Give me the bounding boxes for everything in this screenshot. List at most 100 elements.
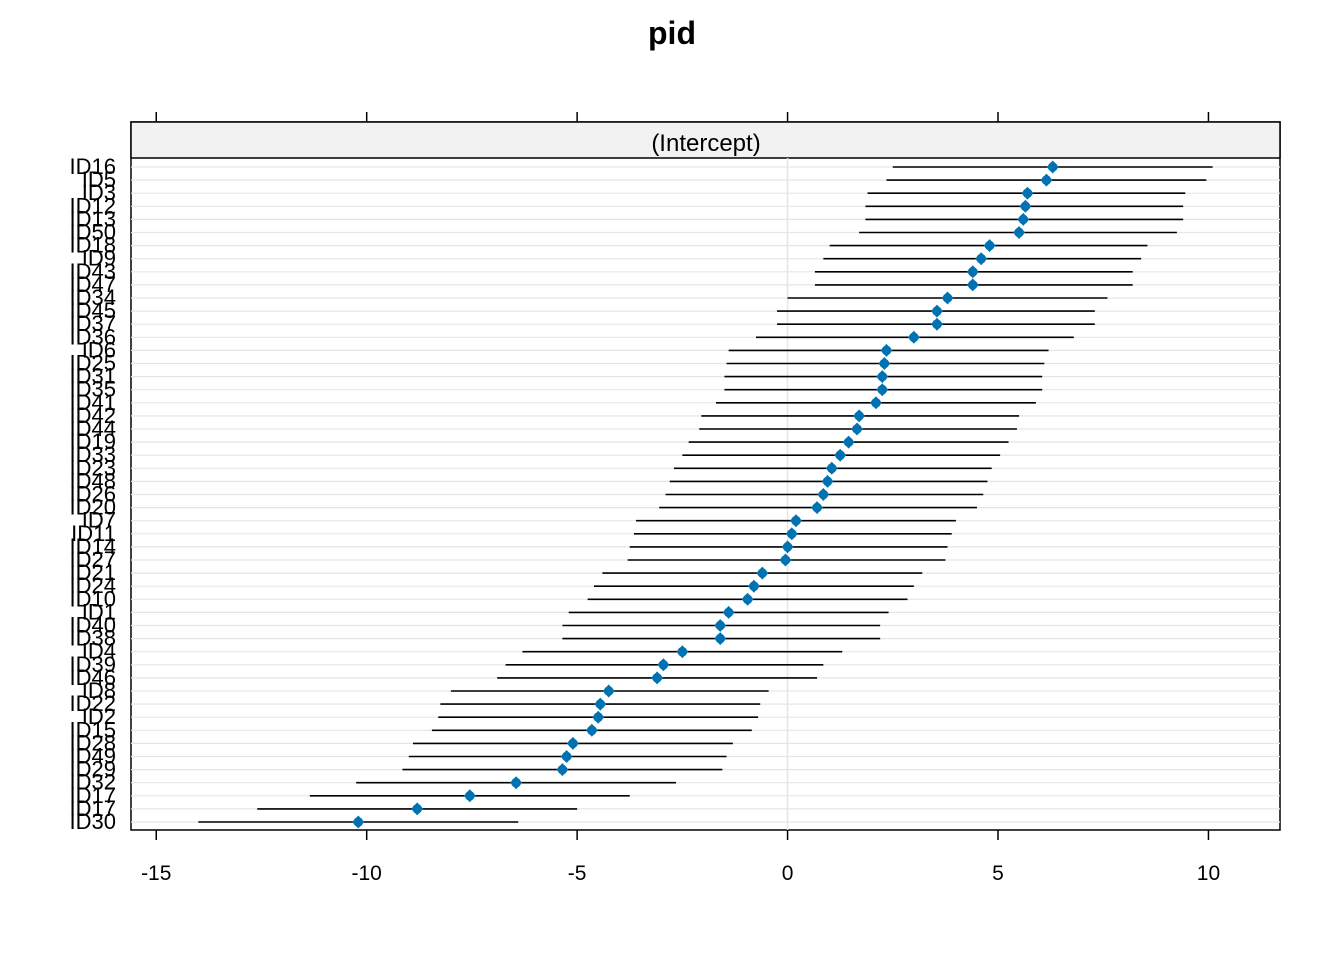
y-tick-label: ID47 bbox=[70, 272, 116, 297]
y-tick-label: ID7 bbox=[82, 508, 116, 533]
y-tick-label: ID39 bbox=[70, 652, 116, 677]
y-tick-label: ID38 bbox=[70, 626, 116, 651]
point-core-id3 bbox=[1022, 188, 1033, 198]
point-core-id34 bbox=[942, 293, 953, 303]
point-core-id49 bbox=[561, 751, 572, 762]
y-tick-label: ID18 bbox=[70, 233, 116, 258]
point-core-id7 bbox=[791, 515, 801, 526]
y-tick-label: ID46 bbox=[70, 665, 116, 690]
point-core-id2 bbox=[593, 712, 603, 722]
point-core-id12 bbox=[1020, 201, 1031, 212]
point-core-id35 bbox=[877, 384, 888, 395]
point-core-id40 bbox=[715, 620, 726, 631]
x-axis: -15 -10 -5 0 5 10 bbox=[141, 112, 1220, 885]
point-core-id43 bbox=[967, 267, 978, 277]
point-core-id10 bbox=[742, 594, 753, 605]
point-core-id47 bbox=[967, 280, 978, 290]
y-tick-label: ID17 bbox=[70, 783, 116, 808]
y-tick-label: ID43 bbox=[70, 259, 116, 284]
point-core-id23 bbox=[826, 463, 837, 474]
point-core-id17 bbox=[465, 791, 475, 801]
y-tick-label: ID17 bbox=[70, 796, 116, 821]
y-tick-label: ID9 bbox=[82, 246, 116, 271]
y-tick-label: ID8 bbox=[82, 678, 116, 703]
y-tick-label: ID40 bbox=[70, 613, 116, 638]
y-tick-label: ID37 bbox=[70, 311, 116, 336]
y-tick-label: ID34 bbox=[70, 285, 116, 310]
point-core-id41 bbox=[871, 398, 881, 408]
y-tick-label: ID11 bbox=[71, 521, 116, 546]
point-core-id21 bbox=[757, 568, 768, 578]
point-core-id19 bbox=[843, 437, 854, 447]
point-core-id16 bbox=[1047, 162, 1058, 172]
y-tick-label: ID2 bbox=[82, 704, 116, 729]
point-core-id26 bbox=[818, 489, 829, 500]
point-core-id18 bbox=[984, 240, 995, 251]
point-core-id4 bbox=[677, 646, 688, 657]
y-tick-label: ID48 bbox=[70, 468, 116, 493]
y-tick-label: ID50 bbox=[70, 220, 116, 245]
point-core-id28 bbox=[568, 738, 578, 749]
y-tick-label: ID29 bbox=[70, 757, 116, 782]
y-tick-label: ID44 bbox=[70, 416, 116, 441]
point-core-id27 bbox=[780, 555, 791, 565]
point-core-id8 bbox=[603, 686, 614, 696]
y-tick-label: ID6 bbox=[82, 337, 116, 362]
x-tick-label: -5 bbox=[568, 862, 587, 885]
y-tick-label: ID5 bbox=[82, 167, 116, 192]
y-tick-label: ID13 bbox=[70, 206, 116, 231]
point-core-id25 bbox=[879, 358, 890, 369]
y-tick-label: ID10 bbox=[70, 586, 116, 611]
panel-strip bbox=[130, 121, 1281, 159]
point-core-id37 bbox=[932, 319, 942, 330]
y-tick-label: ID24 bbox=[70, 573, 116, 598]
point-core-id22 bbox=[595, 699, 606, 709]
point-core-id14 bbox=[782, 542, 793, 552]
point-core-id32 bbox=[511, 777, 521, 788]
x-tick-label: 5 bbox=[992, 862, 1004, 885]
point-core-id31 bbox=[877, 371, 888, 382]
point-core-id24 bbox=[749, 581, 759, 591]
y-tick-label: ID30 bbox=[70, 809, 116, 834]
y-tick-label: ID31 bbox=[70, 364, 116, 389]
x-tick-label: 0 bbox=[782, 862, 794, 885]
point-core-id46 bbox=[652, 673, 662, 683]
point-core-id39 bbox=[658, 660, 669, 670]
point-core-id6 bbox=[881, 345, 892, 356]
y-tick-label: ID45 bbox=[70, 298, 116, 323]
point-core-id48 bbox=[822, 476, 833, 487]
point-core-id50 bbox=[1014, 227, 1024, 238]
y-tick-label: ID16 bbox=[70, 154, 116, 179]
y-tick-label: ID1 bbox=[82, 599, 116, 624]
x-tick-label: 10 bbox=[1197, 862, 1220, 885]
y-tick-label: ID41 bbox=[70, 390, 116, 415]
point-core-id1 bbox=[723, 607, 734, 618]
y-tick-label: ID28 bbox=[70, 730, 116, 755]
x-tick-label: -15 bbox=[141, 862, 171, 885]
y-tick-label: ID42 bbox=[70, 403, 116, 428]
y-tick-label: ID26 bbox=[70, 482, 116, 507]
point-core-id15 bbox=[587, 725, 597, 736]
point-core-id9 bbox=[976, 253, 986, 264]
point-core-id29 bbox=[557, 764, 568, 775]
point-core-id45 bbox=[932, 306, 942, 316]
y-tick-label: ID12 bbox=[70, 193, 116, 218]
y-tick-label: ID35 bbox=[70, 377, 116, 402]
point-core-id30 bbox=[353, 817, 364, 827]
point-core-id5 bbox=[1041, 175, 1052, 185]
y-tick-label: ID23 bbox=[70, 455, 116, 480]
y-tick-label: ID19 bbox=[70, 429, 116, 454]
y-tick-label: ID4 bbox=[82, 639, 116, 664]
y-tick-label: ID32 bbox=[70, 770, 116, 795]
y-tick-label: ID20 bbox=[70, 495, 116, 520]
point-core-id36 bbox=[909, 332, 919, 343]
panel-strip-label: (Intercept) bbox=[651, 130, 760, 157]
point-core-id33 bbox=[835, 450, 845, 461]
point-core-id13 bbox=[1018, 214, 1029, 225]
chart-title: pid bbox=[648, 15, 696, 51]
point-core-id42 bbox=[854, 411, 864, 421]
y-tick-label: ID22 bbox=[70, 691, 116, 716]
point-core-id38 bbox=[715, 633, 726, 644]
point-core-id30a bbox=[412, 804, 422, 814]
